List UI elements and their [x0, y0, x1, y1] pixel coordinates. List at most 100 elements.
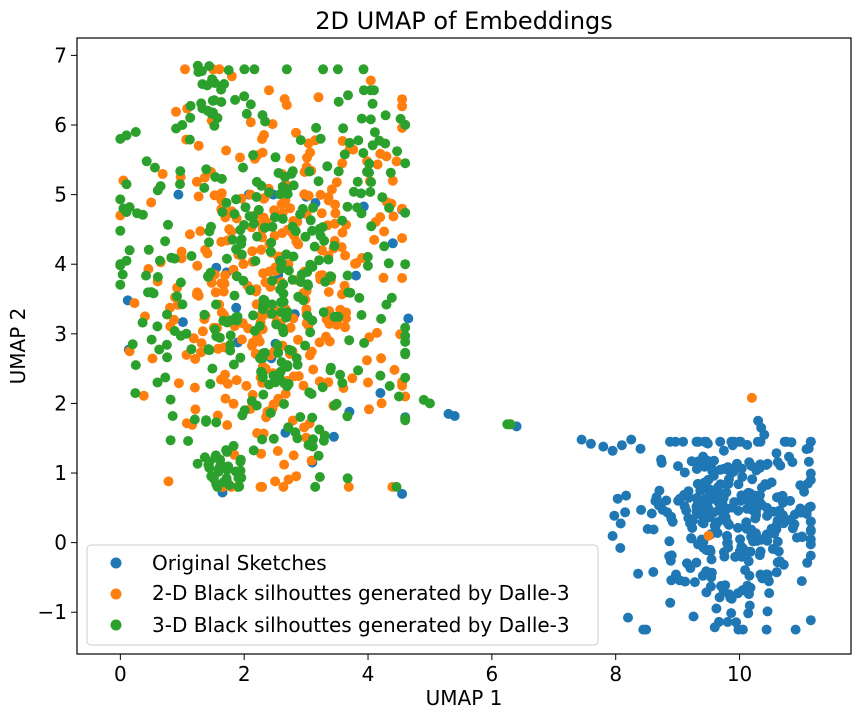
data-point — [241, 108, 252, 119]
data-point — [585, 438, 596, 449]
data-point — [381, 299, 392, 310]
data-point — [311, 122, 322, 133]
data-point — [598, 441, 609, 452]
data-point — [348, 186, 359, 197]
data-point — [276, 199, 287, 210]
data-point — [340, 250, 351, 261]
data-point — [323, 192, 334, 203]
data-point — [654, 485, 665, 496]
data-point — [315, 133, 326, 144]
data-point — [300, 340, 311, 351]
data-point — [221, 253, 232, 264]
data-point — [238, 259, 249, 270]
data-point — [723, 542, 734, 553]
data-point — [302, 310, 313, 321]
data-point — [121, 207, 132, 217]
data-point — [287, 274, 298, 285]
data-point — [115, 225, 126, 236]
data-point — [121, 130, 132, 141]
data-point — [307, 412, 318, 423]
data-point — [313, 92, 324, 103]
data-point — [697, 517, 708, 528]
data-point — [175, 179, 185, 190]
data-point — [154, 344, 165, 355]
data-point — [217, 207, 228, 218]
data-point — [400, 415, 411, 426]
data-point — [169, 326, 180, 336]
data-point — [257, 434, 268, 445]
data-point — [303, 190, 314, 201]
data-point — [275, 255, 285, 266]
data-point — [316, 208, 327, 219]
data-point — [688, 611, 699, 622]
x-axis-label: UMAP 1 — [426, 686, 503, 710]
data-point — [189, 414, 200, 425]
data-point — [375, 370, 386, 381]
data-point — [247, 340, 257, 351]
data-point — [365, 75, 376, 86]
data-point — [576, 434, 587, 445]
data-point — [693, 539, 703, 550]
data-point — [185, 112, 196, 123]
data-point — [735, 436, 746, 447]
data-point — [768, 506, 779, 517]
data-point — [228, 398, 239, 409]
data-point — [298, 380, 309, 391]
data-point — [278, 327, 289, 338]
data-point — [329, 240, 340, 251]
data-point — [689, 577, 700, 588]
data-point — [196, 338, 207, 349]
data-point — [397, 94, 408, 105]
data-point — [282, 307, 293, 318]
data-point — [715, 436, 726, 447]
data-point — [319, 235, 330, 246]
data-point — [757, 573, 768, 584]
data-point — [220, 270, 231, 281]
data-point — [744, 570, 755, 581]
y-tick-label: 0 — [54, 531, 67, 555]
data-point — [229, 209, 240, 219]
data-point — [236, 234, 247, 245]
data-point — [358, 148, 369, 158]
data-point — [281, 100, 292, 110]
data-point — [796, 576, 807, 587]
data-point — [682, 558, 692, 569]
data-point — [211, 299, 221, 310]
data-point — [318, 435, 329, 446]
data-point — [323, 254, 334, 265]
data-point — [772, 536, 783, 547]
data-point — [721, 479, 732, 490]
data-point — [183, 436, 194, 446]
data-point — [790, 624, 801, 635]
data-point — [338, 123, 349, 134]
data-point — [297, 203, 308, 214]
y-tick-label: −1 — [38, 600, 67, 624]
data-point — [687, 523, 698, 533]
data-point — [678, 436, 689, 447]
data-point — [192, 458, 203, 469]
data-point — [717, 505, 728, 516]
data-point — [354, 292, 365, 303]
data-point — [265, 407, 276, 418]
data-point — [305, 327, 316, 338]
data-point — [256, 244, 267, 255]
data-point — [278, 279, 289, 290]
data-point — [375, 388, 386, 398]
data-point — [248, 150, 259, 161]
data-point — [384, 202, 395, 213]
data-point — [502, 419, 513, 430]
data-point — [735, 495, 746, 506]
data-point — [364, 404, 374, 415]
data-point — [362, 355, 372, 366]
data-point — [167, 411, 178, 421]
data-point — [786, 437, 797, 448]
data-point — [288, 251, 299, 262]
data-point — [761, 624, 772, 635]
data-point — [317, 382, 328, 393]
data-point — [686, 533, 697, 544]
data-point — [270, 476, 281, 487]
data-point — [195, 226, 206, 237]
data-point — [225, 345, 236, 356]
data-point — [744, 546, 755, 557]
